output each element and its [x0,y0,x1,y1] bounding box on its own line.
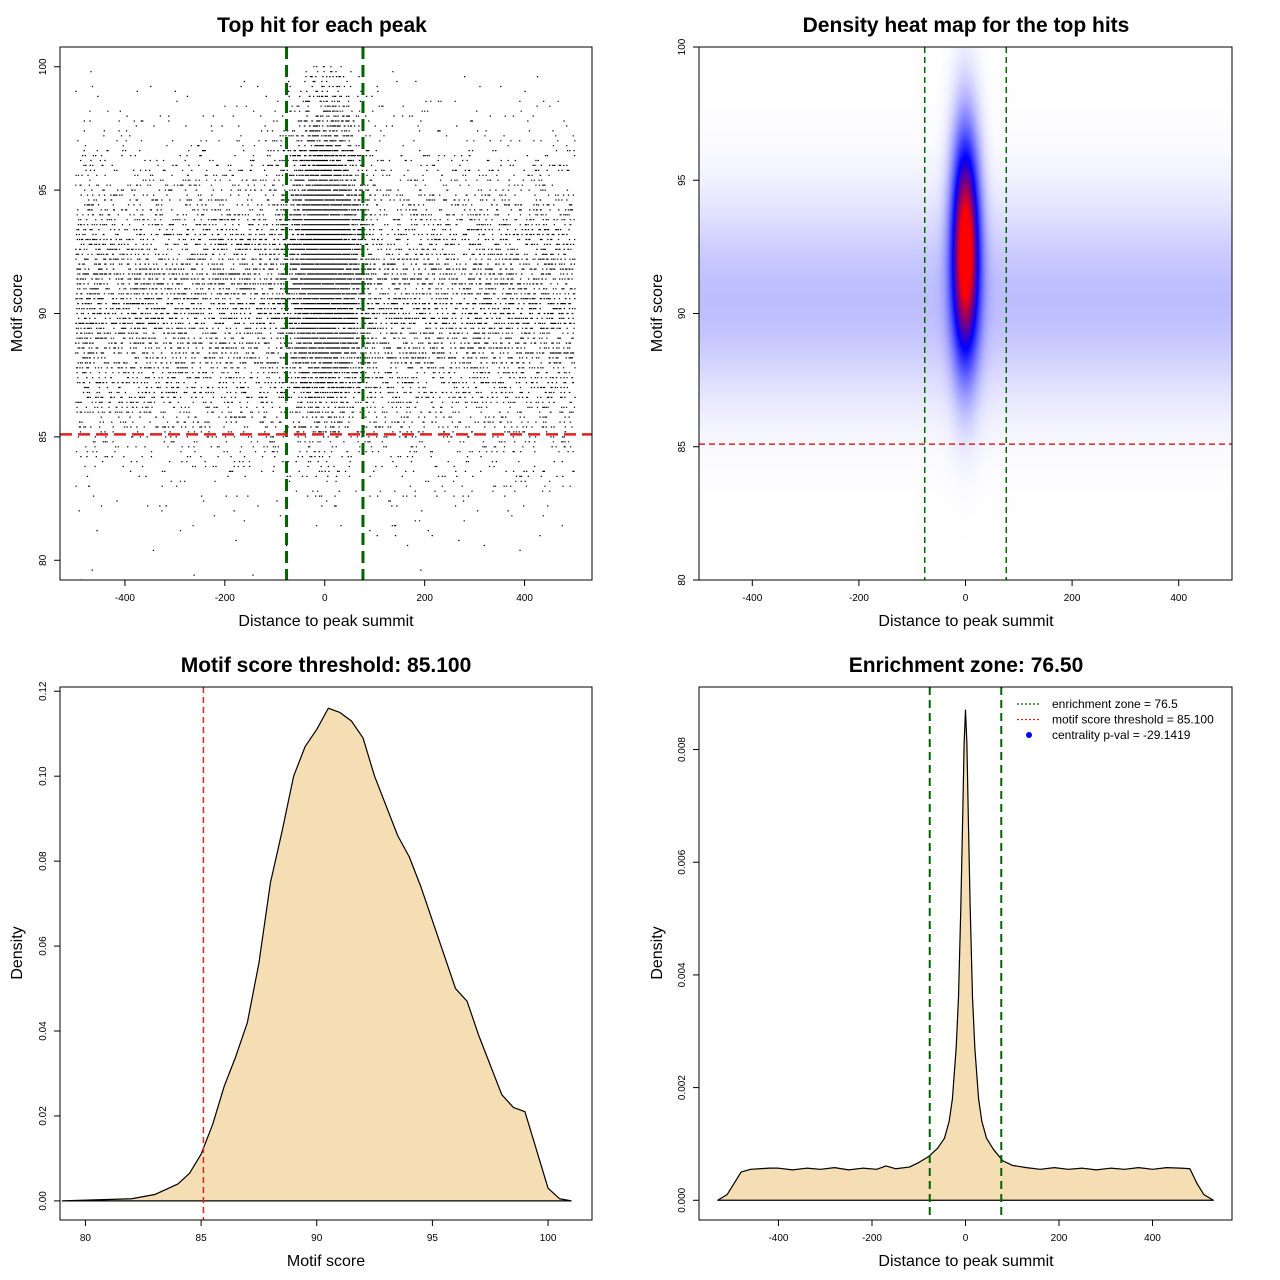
y-tick-label: 85 [677,441,688,453]
y-tick-label: 100 [677,38,688,55]
y-tick-label: 90 [38,308,49,320]
legend: enrichment zone = 76.5 motif score thresh… [1017,697,1214,742]
x-tick-label: 90 [311,1233,323,1244]
y-tick-label: 0.000 [677,1187,688,1212]
x-tick-label: 200 [1051,1233,1068,1244]
y-tick-label: 0.008 [677,737,688,762]
panel-4-ylabel: Density [649,926,666,979]
y-tick-label: 90 [677,308,688,320]
y-tick-label: 0.06 [38,936,49,956]
panel-3-axes: 80 85 90 95 100 0.00 0.02 0.04 0.06 0.08 0.10 0.12 [38,681,557,1244]
distance-density-plot-area [717,687,1214,1220]
heatmap-plot-area [699,47,1232,580]
panel-scatter: Top hit for each peak -400 -200 0 200 400 80 8… [9,14,593,630]
y-tick-label: 0.08 [38,851,49,871]
legend-entry-label: motif score threshold = 85.100 [1052,713,1214,727]
panel-1-xlabel: Distance to peak summit [238,613,414,630]
x-tick-label: 0 [963,593,969,604]
x-tick-label: -400 [768,1233,788,1244]
y-tick-label: 0.006 [677,849,688,874]
panel-2-xlabel: Distance to peak summit [878,613,1054,630]
panel-4-title: Enrichment zone: 76.50 [849,654,1084,677]
panel-heatmap: Density heat map for the top hits -400 -2… [649,14,1233,630]
y-tick-label: 0.10 [38,766,49,786]
panel-1-axes: -400 -200 0 200 400 80 85 90 95 100 [38,58,533,604]
x-tick-label: 200 [416,593,433,604]
x-tick-label: 0 [963,1233,969,1244]
x-tick-label: -400 [115,593,135,604]
x-tick-label: -200 [215,593,235,604]
legend-entry-label: enrichment zone = 76.5 [1052,697,1178,711]
y-tick-label: 85 [38,431,49,443]
panel-3-ylabel: Density [9,926,26,979]
panel-3-xlabel: Motif score [287,1253,365,1270]
density-curve [61,707,572,1202]
panel-2-ylabel: Motif score [649,274,666,352]
y-tick-label: 95 [677,174,688,186]
panel-3-title: Motif score threshold: 85.100 [181,654,472,677]
panel-1-title: Top hit for each peak [217,14,427,37]
legend-point-marker [1026,732,1032,738]
y-tick-label: 0.002 [677,1075,688,1100]
y-tick-label: 80 [38,554,49,566]
y-tick-label: 0.004 [677,962,688,987]
panel-2-title: Density heat map for the top hits [803,14,1130,37]
legend-entry-label: centrality p-val = -29.1419 [1052,728,1191,742]
x-tick-label: -400 [742,593,762,604]
scatter-points [75,66,576,580]
score-density-plot-area [61,687,572,1220]
x-tick-label: -200 [862,1233,882,1244]
x-tick-label: 400 [516,593,533,604]
x-tick-label: 400 [1144,1233,1161,1244]
x-tick-label: 400 [1170,593,1187,604]
x-tick-label: -200 [849,593,869,604]
panel-2-axes: -400 -200 0 200 400 80 85 90 95 100 [677,38,1187,604]
density-heatmap [699,47,1232,580]
x-tick-label: 0 [322,593,328,604]
x-tick-label: 95 [427,1233,439,1244]
x-tick-label: 85 [196,1233,208,1244]
panel-4-xlabel: Distance to peak summit [878,1253,1054,1270]
panel-1-ylabel: Motif score [9,274,26,352]
y-tick-label: 80 [677,574,688,586]
panel-4-axes: -400 -200 0 200 400 0.000 0.002 0.004 0.006 0.008 [677,737,1161,1244]
panel-distance-density: Enrichment zone: 76.50 -400 -200 0 200 400 0.… [649,654,1233,1270]
scatter-plot-area [60,47,592,580]
panel-score-density: Motif score threshold: 85.100 80 85 90 95 10… [9,654,593,1270]
y-tick-label: 0.02 [38,1106,49,1126]
x-tick-label: 200 [1064,593,1081,604]
y-tick-label: 0.04 [38,1021,49,1041]
density-curve [717,709,1214,1201]
y-tick-label: 0.00 [38,1191,49,1211]
y-tick-label: 100 [38,58,49,75]
y-tick-label: 0.12 [38,681,49,701]
x-tick-label: 80 [80,1233,92,1244]
x-tick-label: 100 [540,1233,557,1244]
y-tick-label: 95 [38,184,49,196]
panel-3-frame [59,686,593,1221]
